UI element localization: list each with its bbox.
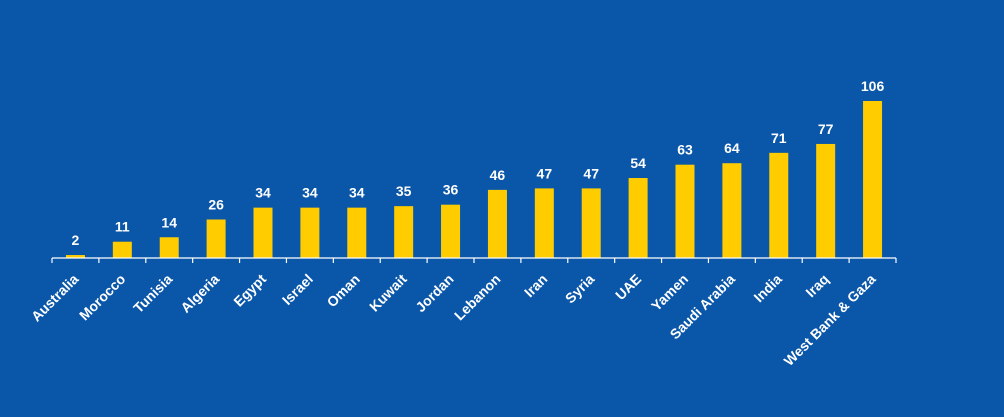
value-label: 11 [115,219,130,235]
bar [206,219,226,258]
value-label: 47 [583,165,599,181]
category-label: Yamen [648,271,691,314]
bar [300,207,320,258]
category-label: Kuwait [366,271,410,315]
bar [159,237,179,258]
bar [769,152,789,258]
value-label: 34 [349,185,365,201]
category-label: Jordan [412,271,456,315]
bar [863,101,883,258]
category-label: Oman [324,271,363,310]
bar [581,188,601,258]
bar [722,163,742,258]
category-label: West Bank & Gaza [781,271,879,369]
category-label: Tunisia [130,271,175,316]
value-label: 106 [861,78,885,94]
x-ticks-group [51,258,897,263]
bar [816,143,836,258]
value-label: 34 [255,185,271,201]
bar [347,207,367,258]
value-label: 77 [818,121,834,137]
bar [253,207,273,258]
category-label: Israel [279,271,316,308]
bar [675,164,695,258]
bar [628,178,648,258]
value-label: 2 [72,232,80,248]
bar [394,206,414,258]
category-label: Syria [562,271,598,307]
bar [487,189,507,258]
category-label: Lebanon [451,271,504,324]
bar [65,255,85,258]
category-label: Egypt [230,271,269,310]
value-label: 14 [161,214,177,230]
category-label: Australia [28,271,82,325]
bar [112,241,132,258]
bar [534,188,554,258]
category-label: Morocco [76,271,129,324]
category-label: Iran [521,271,550,300]
value-label: 34 [302,185,318,201]
value-label: 26 [208,196,224,212]
bar [441,204,461,258]
bars-group [65,101,883,258]
value-label: 36 [443,182,459,198]
value-label: 63 [677,142,693,158]
value-label: 64 [724,140,740,156]
value-label: 47 [537,165,553,181]
value-label: 54 [630,155,646,171]
category-label: India [750,271,785,306]
value-label: 71 [771,130,787,146]
value-label: 46 [490,167,506,183]
category-label: UAE [612,271,644,303]
value-labels-group: 2 11 14 26 34 34 34 35 36 46 47 47 54 63 64 71 77 106 [72,78,885,248]
value-label: 35 [396,183,412,199]
category-label: Iraq [802,271,831,300]
category-label: Algeria [177,271,222,316]
